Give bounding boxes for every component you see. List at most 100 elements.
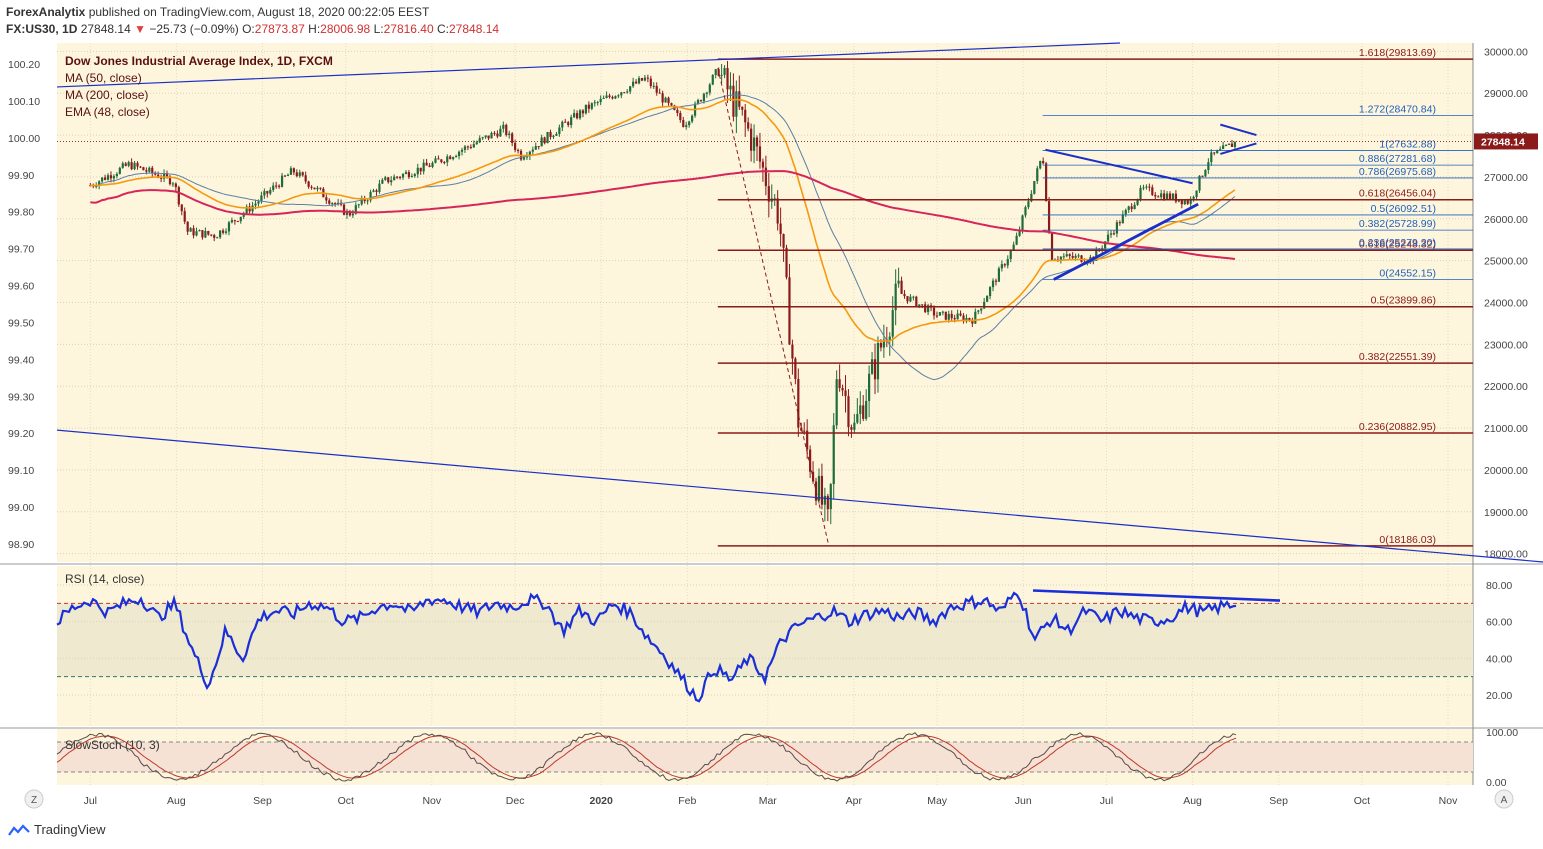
fib-level-label: 0.5(23899.86)	[1371, 295, 1436, 307]
candle-body	[888, 336, 891, 342]
stoch-band	[57, 742, 1473, 772]
candle-body	[298, 172, 301, 177]
candle-body	[573, 113, 576, 118]
candle-body	[351, 213, 354, 216]
candle-body	[655, 85, 658, 93]
candle-body	[1018, 229, 1021, 236]
candle-body	[372, 190, 375, 192]
candle-body	[711, 74, 714, 85]
candle-body	[124, 163, 127, 166]
rsi-band	[57, 603, 1473, 677]
axis-tick-label: 24000.00	[1484, 298, 1528, 310]
candle-body	[629, 86, 632, 92]
candle-body	[384, 177, 387, 180]
candle-body	[387, 177, 390, 183]
candle-body	[555, 133, 558, 136]
down-arrow-icon: ▼	[134, 22, 146, 36]
candle-body	[1080, 255, 1083, 262]
candle-body	[127, 162, 130, 166]
candle-body	[522, 157, 526, 160]
candle-body	[1219, 149, 1222, 151]
candle-body	[292, 168, 295, 173]
candle-body	[1183, 200, 1186, 205]
candle-body	[750, 128, 753, 151]
candle-body	[154, 173, 157, 175]
candle-body	[811, 471, 815, 482]
candles	[89, 60, 1237, 525]
left-axis-tick-label: 99.20	[8, 428, 34, 440]
candle-body	[168, 176, 172, 185]
candle-body	[531, 149, 534, 152]
candle-body	[148, 167, 151, 172]
candle-body	[882, 339, 885, 348]
candle-body	[490, 132, 493, 139]
fib-ext-label: 0.382(25728.99)	[1359, 218, 1436, 230]
candle-body	[634, 81, 638, 84]
candle-body	[1136, 199, 1139, 205]
candle-body	[1186, 200, 1189, 204]
candle-body	[637, 78, 641, 84]
candle-body	[1230, 143, 1234, 148]
candle-body	[133, 162, 136, 170]
candle-body	[1095, 249, 1098, 261]
candle-body	[354, 205, 357, 214]
candle-body	[245, 206, 248, 214]
candle-body	[1065, 254, 1068, 257]
candle-body	[1077, 255, 1080, 257]
candle-body	[744, 109, 747, 123]
candle-body	[1003, 264, 1006, 266]
candle-body	[720, 74, 723, 76]
candle-body	[794, 358, 797, 379]
candle-body	[319, 187, 322, 189]
fib-level-label: 0.618(26456.04)	[1359, 188, 1436, 200]
candle-body	[567, 122, 570, 126]
x-axis-tick-label: Jul	[84, 795, 97, 807]
candle-body	[248, 206, 251, 212]
candle-body	[729, 85, 732, 90]
candle-body	[1233, 141, 1237, 148]
candle-body	[428, 165, 431, 167]
candle-body	[463, 146, 467, 150]
candle-body	[847, 396, 850, 428]
candle-body	[1050, 232, 1054, 261]
candle-body	[823, 495, 826, 505]
candle-body	[375, 190, 378, 192]
candle-body	[1124, 209, 1127, 215]
candle-body	[652, 85, 655, 87]
candle-body	[1045, 163, 1048, 202]
zoom-button-bg	[24, 789, 44, 809]
auto-scale-button[interactable]: A	[1494, 789, 1514, 809]
candle-body	[342, 204, 346, 215]
candle-body	[921, 304, 924, 306]
candle-body	[584, 104, 588, 114]
candle-body	[1021, 215, 1024, 230]
candle-body	[236, 221, 239, 223]
candle-body	[1047, 201, 1051, 233]
candle-body	[620, 92, 623, 96]
candle-body	[1151, 187, 1154, 195]
candle-body	[289, 168, 293, 175]
candle-body	[865, 400, 868, 419]
tradingview-logo: TradingView	[8, 822, 106, 837]
candle-body	[983, 301, 986, 309]
candle-body	[275, 185, 278, 187]
candle-body	[909, 296, 912, 302]
candle-body	[381, 179, 384, 184]
fib-ext-label: 0.886(27281.68)	[1359, 153, 1436, 165]
candle-body	[608, 95, 611, 97]
candle-body	[971, 320, 974, 324]
candle-body	[310, 186, 313, 188]
left-axis-tick-label: 100.10	[8, 96, 40, 108]
candle-body	[894, 283, 897, 311]
auto-button-label: A	[1501, 795, 1508, 806]
candle-body	[741, 106, 744, 110]
stoch-k-line	[56, 732, 1237, 782]
candle-body	[422, 162, 425, 172]
candle-body	[331, 203, 334, 205]
zoom-button[interactable]: Z	[24, 789, 44, 809]
candle-body	[301, 172, 304, 176]
candle-body	[1030, 193, 1033, 202]
candle-body	[1174, 193, 1178, 202]
candle-body	[118, 167, 121, 174]
